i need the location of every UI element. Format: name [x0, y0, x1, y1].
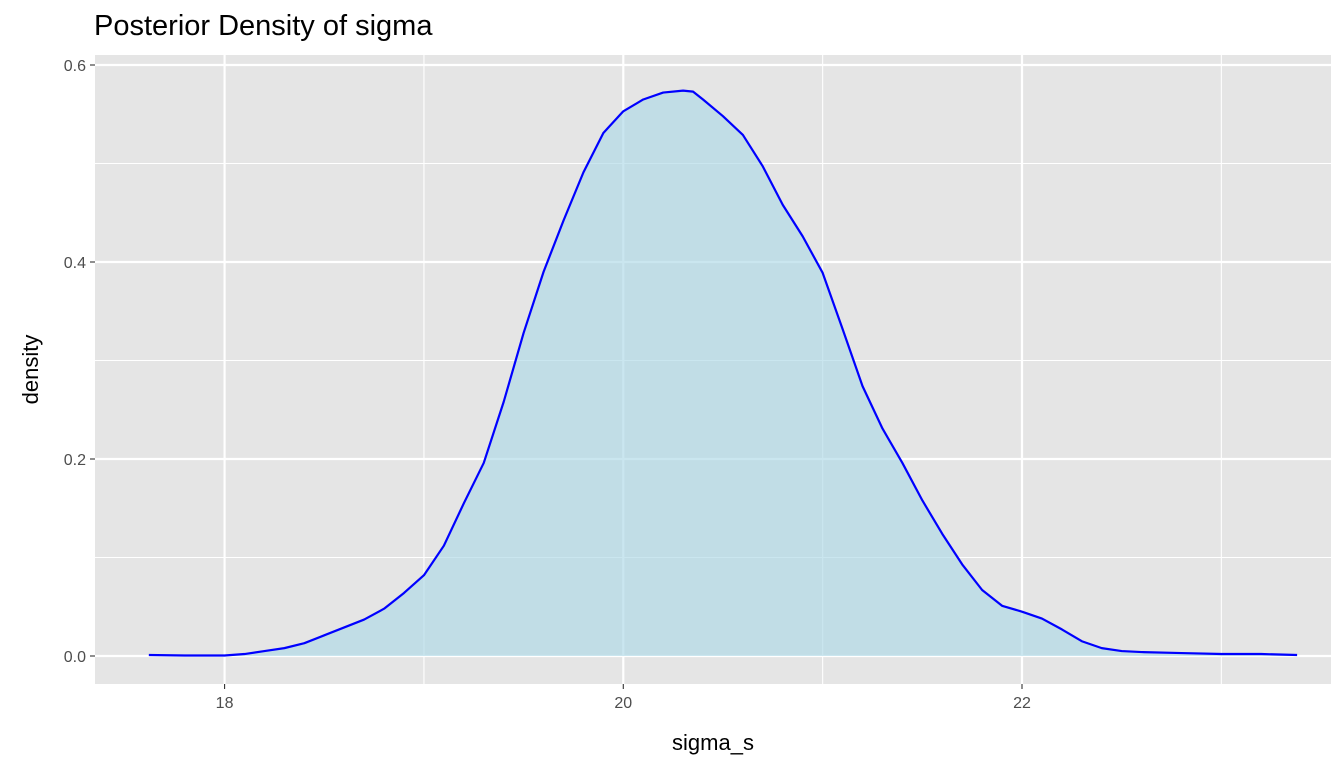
x-axis-title: sigma_s: [672, 730, 754, 755]
y-tick-label: 0.6: [64, 58, 86, 75]
density-line: [148, 89, 1298, 657]
y-tick-label: 0.2: [64, 452, 86, 469]
x-axis: 18 20 22: [216, 684, 1031, 712]
y-tick-label: 0.4: [64, 255, 86, 272]
density-area: [148, 90, 1298, 657]
x-tick-label: 20: [614, 695, 632, 712]
x-tick-label: 22: [1013, 695, 1031, 712]
y-axis-title: density: [18, 335, 43, 405]
y-tick-label: 0.0: [64, 649, 86, 666]
x-tick-label: 18: [216, 695, 234, 712]
y-axis: 0.0 0.2 0.4 0.6: [64, 58, 95, 666]
chart-title: Posterior Density of sigma: [94, 10, 433, 42]
